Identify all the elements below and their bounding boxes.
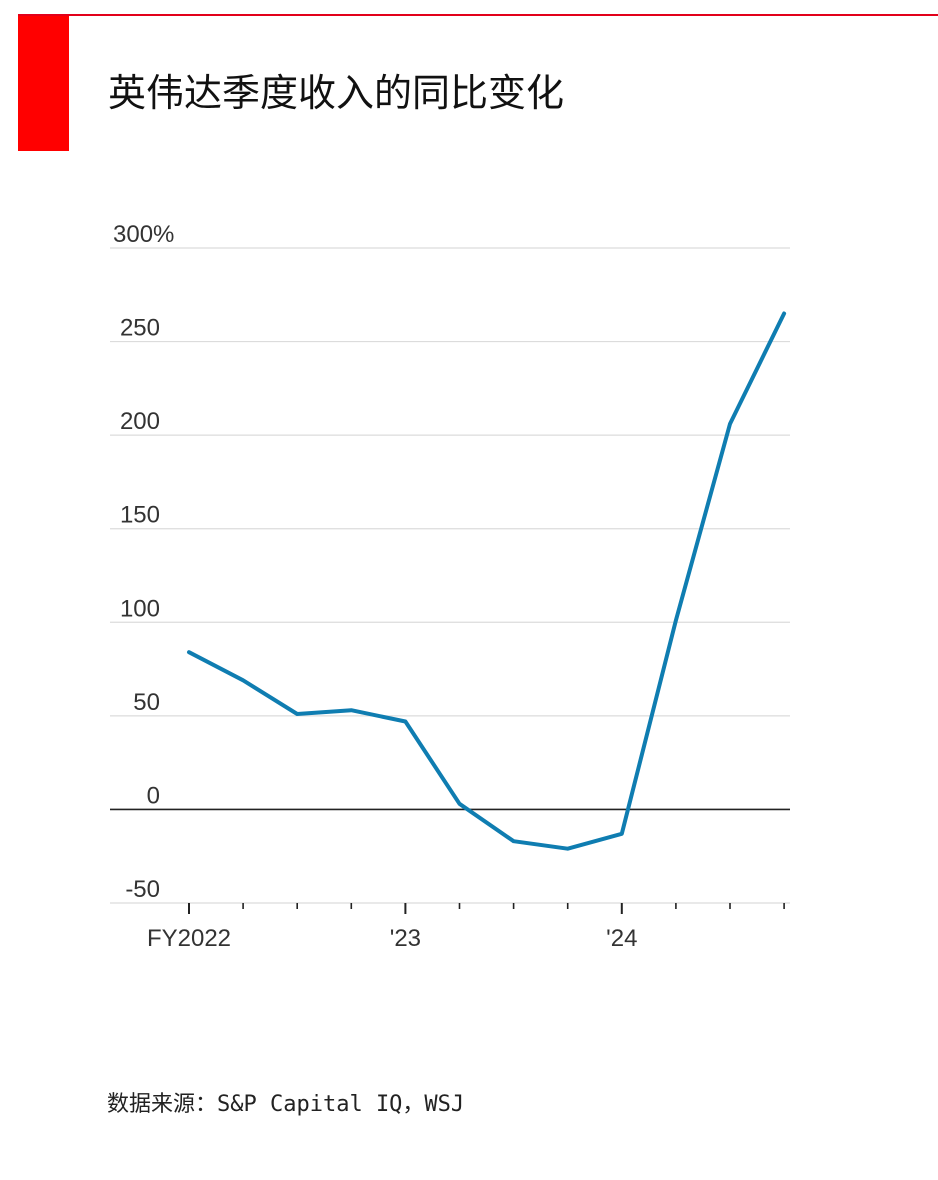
y-tick-label: 100 — [120, 595, 160, 622]
y-tick-label: -50 — [125, 876, 160, 903]
y-tick-label: 0 — [147, 782, 160, 809]
top-rule — [18, 14, 938, 16]
line-chart: -50 0 50 100 150 200 250 300% FY2022 '23 '24 — [110, 221, 790, 952]
series-group — [187, 311, 787, 851]
y-tick-label: 200 — [120, 408, 160, 435]
y-tick-label: 250 — [120, 315, 160, 342]
x-tick-label: FY2022 — [147, 925, 231, 952]
y-tick-label: 300% — [113, 221, 174, 248]
x-tick-label: '23 — [390, 925, 421, 952]
y-tick-label: 50 — [133, 689, 160, 716]
red-accent-block — [18, 16, 69, 151]
series-line — [187, 311, 787, 851]
x-axis: FY2022 '23 '24 — [147, 903, 785, 952]
y-tick-labels: -50 0 50 100 150 200 250 300% — [113, 221, 174, 903]
y-tick-label: 150 — [120, 502, 160, 529]
x-tick-label: '24 — [606, 925, 637, 952]
chart-title: 英伟达季度收入的同比变化 — [108, 71, 565, 115]
source-note: 数据来源：S&P Capital IQ，WSJ — [107, 1092, 465, 1117]
